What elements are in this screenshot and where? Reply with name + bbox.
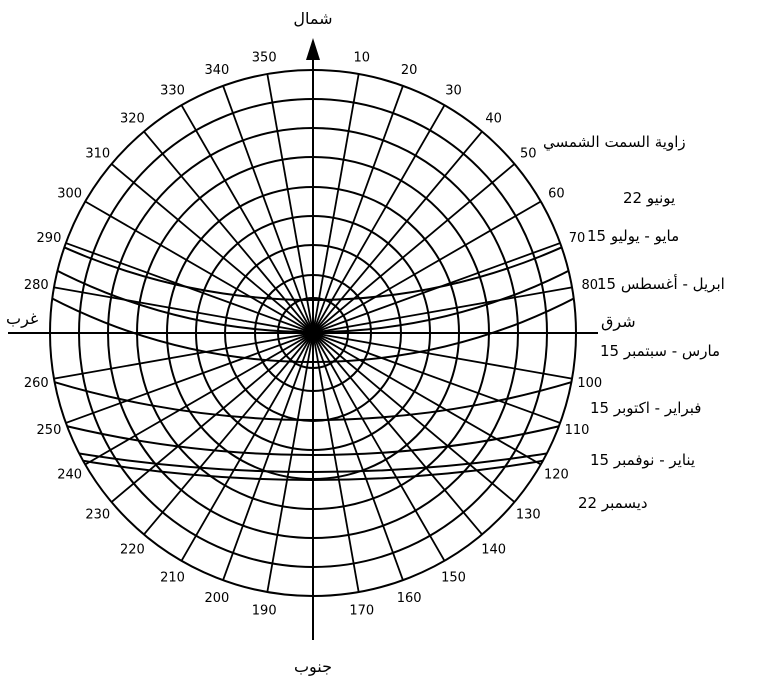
azimuth-radial-line <box>312 332 483 536</box>
azimuth-radial-line <box>222 332 314 581</box>
azimuth-degree-label: 140 <box>481 542 506 557</box>
azimuth-radial-line <box>312 332 360 593</box>
north-label: شمال <box>293 9 332 28</box>
azimuth-radial-line <box>312 332 404 581</box>
azimuth-degree-label: 150 <box>441 570 466 585</box>
azimuth-radial-line <box>312 200 542 334</box>
azimuth-radial-line <box>312 104 446 334</box>
azimuth-radial-line <box>312 286 573 334</box>
azimuth-degree-label: 290 <box>37 231 62 246</box>
east-label: شرق <box>601 312 636 332</box>
azimuth-radial-line <box>312 73 360 334</box>
azimuth-degree-label: 60 <box>548 187 565 202</box>
azimuth-degree-label: 210 <box>160 570 185 585</box>
azimuth-radial-line <box>312 332 561 424</box>
azimuth-radial-line <box>53 332 314 380</box>
azimuth-degree-label: 50 <box>520 146 537 161</box>
sun-path-label: 15 مايو - يوليو <box>587 227 679 245</box>
azimuth-degree-label: 40 <box>485 112 502 127</box>
azimuth-radial-line <box>180 332 314 562</box>
azimuth-radial-line <box>53 286 314 334</box>
azimuth-degree-label: 280 <box>24 278 49 293</box>
azimuth-degree-label: 10 <box>354 50 371 65</box>
azimuth-degree-label: 200 <box>204 591 229 606</box>
azimuth-radial-line <box>266 332 314 593</box>
azimuth-radial-line <box>312 85 404 334</box>
azimuth-radial-line <box>110 163 314 334</box>
sun-path-curve <box>50 70 576 363</box>
azimuth-radial-line <box>312 332 446 562</box>
azimuth-degree-label: 20 <box>401 63 418 78</box>
azimuth-degree-label: 240 <box>57 468 82 483</box>
north-arrow-icon <box>306 38 320 60</box>
azimuth-degree-label: 30 <box>445 84 462 99</box>
sun-path-label: 22 يونيو <box>623 189 675 207</box>
azimuth-radial-line <box>180 104 314 334</box>
sun-path-label: 15 يناير - نوفمبر <box>590 451 695 469</box>
azimuth-degree-label: 70 <box>569 231 586 246</box>
azimuth-degree-label: 80 <box>581 278 598 293</box>
azimuth-degree-label: 110 <box>565 423 590 438</box>
azimuth-radial-line <box>312 332 542 466</box>
sun-path-label: 15 مارس - سبتمبر <box>600 342 720 360</box>
azimuth-degree-label: 260 <box>24 376 49 391</box>
azimuth-degree-label: 100 <box>577 376 602 391</box>
azimuth-degree-label: 230 <box>85 508 110 523</box>
azimuth-degree-label: 320 <box>120 112 145 127</box>
south-label: جنوب <box>294 657 332 677</box>
azimuth-radial-line <box>84 332 314 466</box>
azimuth-degree-labels: 10 20 30 40 50 60 70 80 100 110 120 130 140 150 160 170… <box>24 50 602 618</box>
sun-path-label: 15 ابريل - أغسطس <box>597 274 725 293</box>
azimuth-radial-line <box>312 332 573 380</box>
azimuth-radial-lines <box>53 73 573 593</box>
azimuth-radial-line <box>222 85 314 334</box>
azimuth-radial-line <box>312 163 516 334</box>
azimuth-radial-line <box>84 200 314 334</box>
azimuth-degree-label: 170 <box>349 604 374 619</box>
azimuth-degree-label: 120 <box>544 468 569 483</box>
azimuth-degree-label: 160 <box>397 591 422 606</box>
azimuth-radial-line <box>65 332 314 424</box>
azimuth-degree-label: 190 <box>252 604 277 619</box>
sun-path-label: 15 فبراير - اكتوبر <box>590 399 701 417</box>
azimuth-degree-label: 330 <box>160 84 185 99</box>
azimuth-radial-line <box>143 332 314 536</box>
azimuth-degree-label: 130 <box>516 508 541 523</box>
azimuth-degree-label: 340 <box>204 63 229 78</box>
azimuth-degree-label: 310 <box>85 146 110 161</box>
azimuth-degree-label: 300 <box>57 187 82 202</box>
azimuth-degree-label: 220 <box>120 542 145 557</box>
west-label: غرب <box>6 309 38 329</box>
sun-path-label: 22 ديسمبر <box>578 494 648 512</box>
azimuth-radial-line <box>266 73 314 334</box>
azimuth-title: زاوية السمت الشمسي <box>543 133 686 152</box>
azimuth-degree-label: 250 <box>37 423 62 438</box>
azimuth-degree-label: 350 <box>252 50 277 65</box>
